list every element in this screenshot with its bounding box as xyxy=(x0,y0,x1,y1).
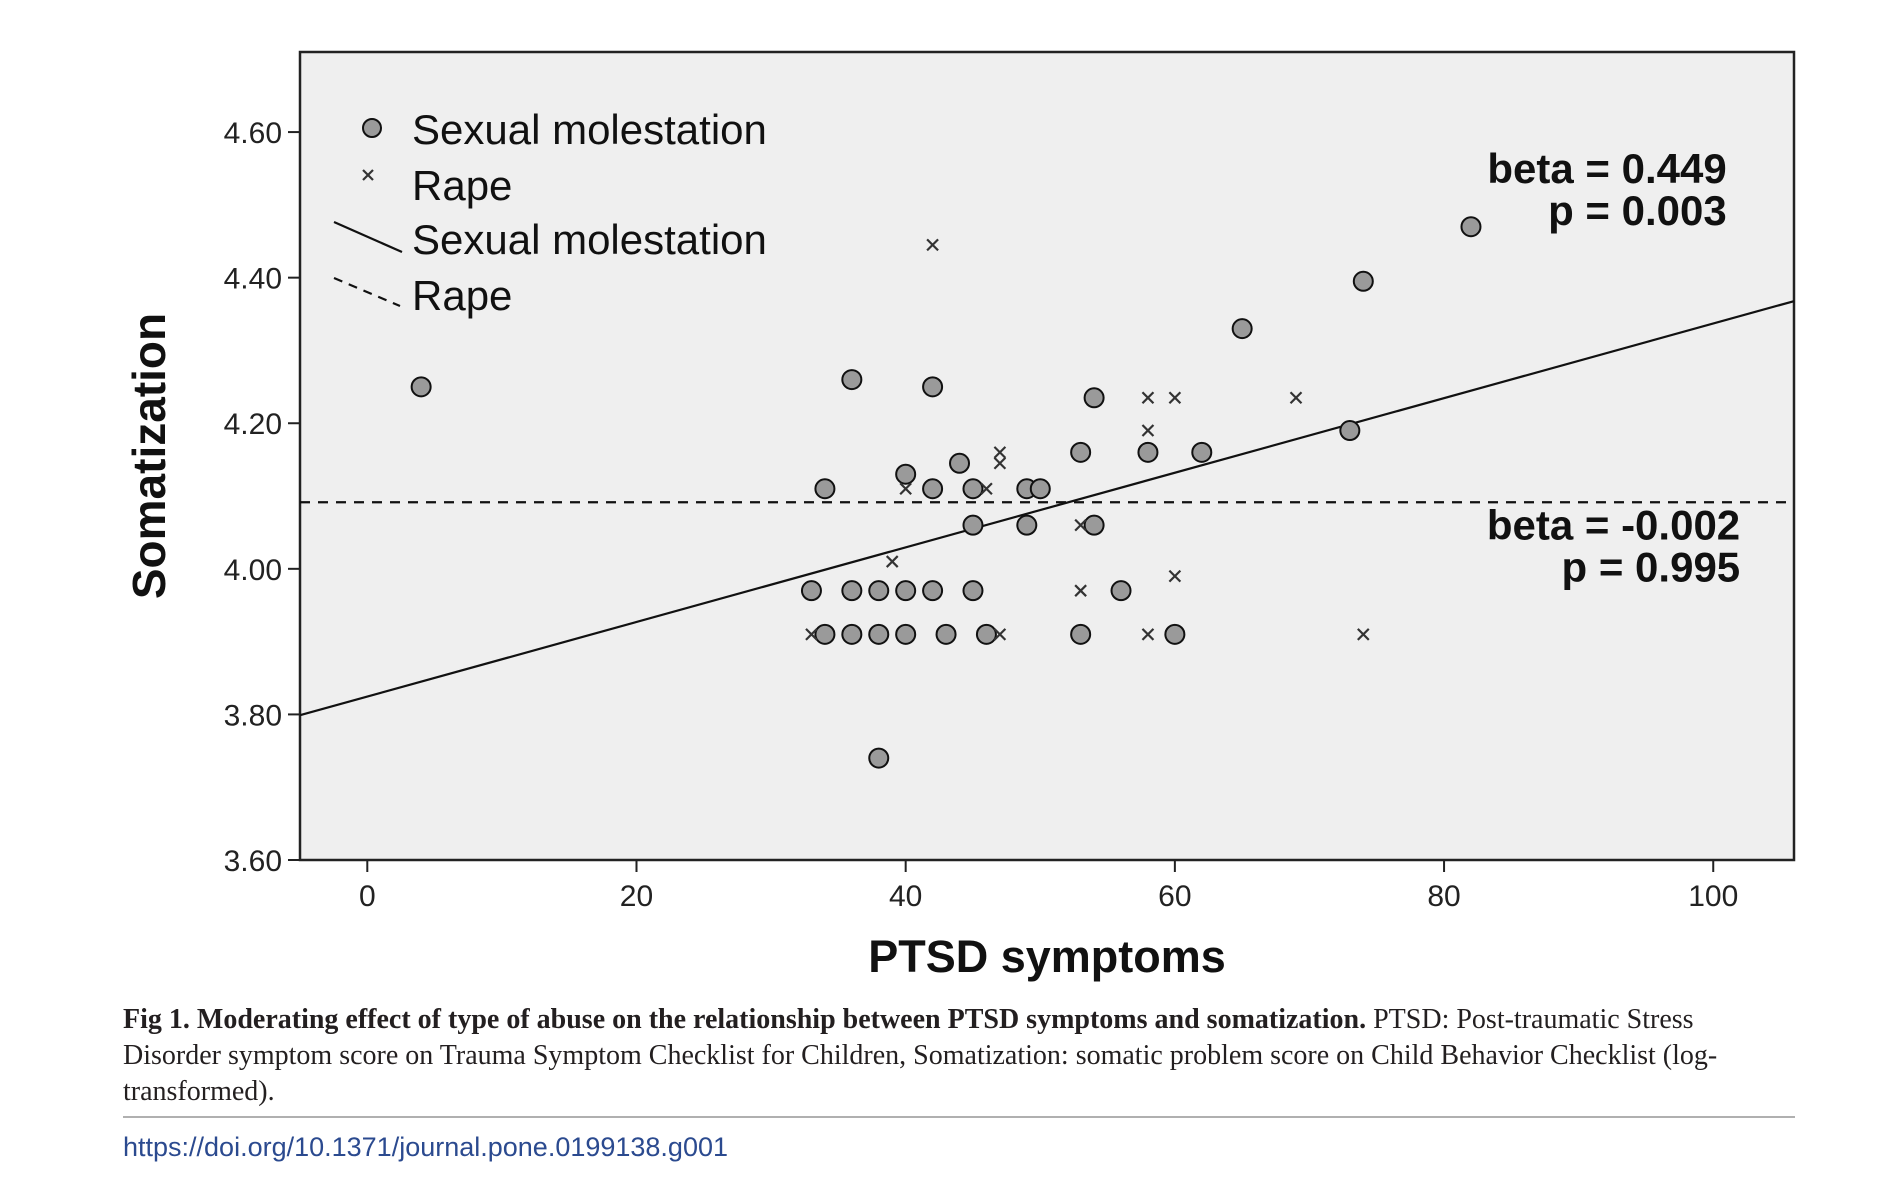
sexual-molestation-point xyxy=(1029,478,1051,500)
legend-circle-marker xyxy=(362,118,382,138)
sexual-molestation-point xyxy=(1110,580,1132,602)
sexual-molestation-point xyxy=(1070,623,1092,645)
legend: Sexual molestation Rape Sexual molestation… xyxy=(333,106,767,319)
sexual-molestation-point xyxy=(841,623,863,645)
sexual-molestation-point xyxy=(814,623,836,645)
rape-point xyxy=(993,446,1007,459)
legend-label: Sexual molestation xyxy=(412,216,767,263)
doi-link[interactable]: https://doi.org/10.1371/journal.pone.019… xyxy=(123,1132,728,1162)
stat-annotation: beta = 0.449 xyxy=(1487,145,1726,192)
rape-point xyxy=(1074,584,1087,597)
y-axis-label: Somatization xyxy=(123,313,175,599)
sexual-molestation-point xyxy=(1460,216,1482,238)
rape-point xyxy=(1357,628,1370,641)
legend-solid-line xyxy=(333,220,403,254)
stat-annotation: p = 0.003 xyxy=(1548,187,1727,234)
sexual-molestation-point xyxy=(895,580,917,602)
data-points xyxy=(410,216,1482,769)
stat-annotation: beta = -0.002 xyxy=(1487,502,1740,549)
sexual-molestation-point xyxy=(814,478,836,500)
legend-label: Rape xyxy=(412,162,512,209)
scatter-chart: 0 20 40 60 80 100 3.60 3.80 4.00 4.20 4.40 4.60 Sex… xyxy=(123,50,1796,982)
sexual-molestation-point xyxy=(962,514,984,536)
y-tick-label: 4.00 xyxy=(224,554,282,587)
sexual-molestation-point xyxy=(975,623,997,645)
sexual-molestation-point xyxy=(841,580,863,602)
y-tick-label: 3.80 xyxy=(224,699,282,732)
sexual-molestation-point xyxy=(1231,318,1253,340)
sexual-molestation-point xyxy=(841,369,863,391)
y-tick-label: 4.60 xyxy=(224,117,282,150)
sexual-molestation-fit-line xyxy=(299,300,1795,717)
sexual-molestation-point xyxy=(410,376,432,398)
sexual-molestation-point xyxy=(1016,514,1038,536)
sexual-molestation-point xyxy=(868,623,890,645)
sexual-molestation-point xyxy=(962,478,984,500)
legend-x-marker xyxy=(362,169,374,181)
rape-point xyxy=(993,457,1007,470)
rape-point xyxy=(993,628,1007,641)
sexual-molestation-point xyxy=(1339,420,1361,442)
sexual-molestation-point xyxy=(1164,623,1186,645)
plot-area xyxy=(298,50,1796,862)
rape-point xyxy=(1289,391,1303,405)
rape-point xyxy=(805,628,818,641)
sexual-molestation-point xyxy=(1083,387,1105,409)
caption-title: Moderating effect of type of abuse on th… xyxy=(196,1004,1367,1035)
sexual-molestation-point xyxy=(895,623,917,645)
sexual-molestation-point xyxy=(949,452,971,474)
y-tick-label: 4.20 xyxy=(224,408,282,441)
sexual-molestation-point xyxy=(868,747,890,769)
sexual-molestation-point xyxy=(922,478,944,500)
legend-label: Rape xyxy=(412,272,512,319)
sexual-molestation-point xyxy=(935,623,957,645)
x-tick-label: 20 xyxy=(620,880,653,913)
rape-point xyxy=(1141,628,1155,641)
sexual-molestation-point xyxy=(1191,441,1213,463)
sexual-molestation-point xyxy=(895,463,917,485)
y-tick-label: 3.60 xyxy=(224,845,282,878)
rape-point xyxy=(899,482,912,496)
x-tick-label: 0 xyxy=(359,880,376,913)
x-tick-label: 40 xyxy=(889,880,922,913)
rape-point xyxy=(1168,569,1182,583)
x-axis-label: PTSD symptoms xyxy=(868,931,1226,982)
rape-point xyxy=(1141,424,1155,437)
sexual-molestation-point xyxy=(1352,270,1374,292)
y-tick-label: 4.40 xyxy=(224,263,282,296)
x-tick-label: 80 xyxy=(1427,880,1460,913)
sexual-molestation-point xyxy=(1137,441,1159,463)
sexual-molestation-point xyxy=(868,580,890,602)
x-tick-label: 60 xyxy=(1158,880,1191,913)
legend-label: Sexual molestation xyxy=(412,106,767,153)
divider xyxy=(123,1116,1795,1118)
rape-point xyxy=(1141,391,1155,405)
sexual-molestation-point xyxy=(1070,441,1092,463)
rape-point xyxy=(885,555,899,568)
sexual-molestation-point xyxy=(922,376,944,398)
sexual-molestation-point xyxy=(1083,514,1105,536)
rape-point xyxy=(1074,518,1087,532)
caption-body: PTSD: Post-traumatic Stress Disorder sym… xyxy=(123,1004,1718,1107)
fit-lines xyxy=(299,300,1795,717)
caption-label: Fig 1. xyxy=(123,1004,190,1035)
legend-dashed-line xyxy=(333,276,401,308)
stat-annotation: p = 0.995 xyxy=(1562,544,1741,591)
sexual-molestation-point xyxy=(962,580,984,602)
rape-point xyxy=(926,238,939,252)
figure-caption: Fig 1. Moderating effect of type of abus… xyxy=(123,1002,1793,1110)
rape-point xyxy=(980,482,993,496)
x-tick-label: 100 xyxy=(1688,880,1738,913)
axes: 0 20 40 60 80 100 3.60 3.80 4.00 4.20 4.40 4.60 xyxy=(224,117,1739,913)
rape-point xyxy=(1168,391,1182,405)
sexual-molestation-point xyxy=(800,580,822,602)
sexual-molestation-point xyxy=(922,580,944,602)
